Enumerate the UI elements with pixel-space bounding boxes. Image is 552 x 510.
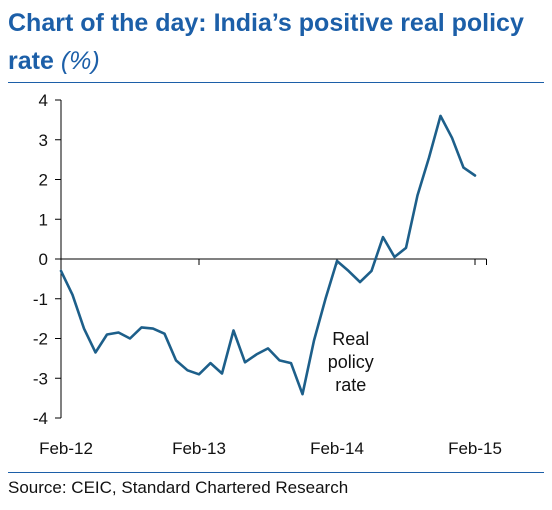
x-tick-label: Feb-14 (310, 439, 364, 458)
chart-title: Chart of the day: India’s positive real … (8, 4, 548, 80)
x-tick-label: Feb-15 (448, 439, 502, 458)
y-tick-label: 3 (39, 131, 48, 150)
y-tick-label: -1 (33, 290, 48, 309)
chart-title-unit: (%) (60, 47, 100, 75)
series-annotation-line: policy (328, 352, 374, 372)
series-line-real-policy-rate (59, 114, 477, 396)
y-tick-label: -4 (33, 409, 48, 428)
chart-canvas: 4 3 2 1 0 -1 -2 -3 -4 Feb-12 Feb-13 Feb-14 Feb-15 Rea… (33, 91, 502, 458)
x-tick-label: Feb-12 (39, 439, 93, 458)
series-annotation-line: Real (332, 329, 369, 349)
y-tick-label: 1 (39, 210, 48, 229)
chart-title-text: Chart of the day: India’s positive real … (8, 9, 524, 75)
y-tick-label: 0 (39, 250, 48, 269)
source-divider (8, 472, 544, 473)
x-tick-label: Feb-13 (172, 439, 226, 458)
y-tick-label: 2 (39, 171, 48, 190)
title-divider (8, 82, 544, 83)
source-note: Source: CEIC, Standard Chartered Researc… (8, 478, 349, 497)
y-tick-label: -3 (33, 369, 48, 388)
series-annotation-line: rate (335, 375, 366, 395)
y-tick-label: -2 (33, 330, 48, 349)
y-tick-label: 4 (39, 91, 48, 110)
